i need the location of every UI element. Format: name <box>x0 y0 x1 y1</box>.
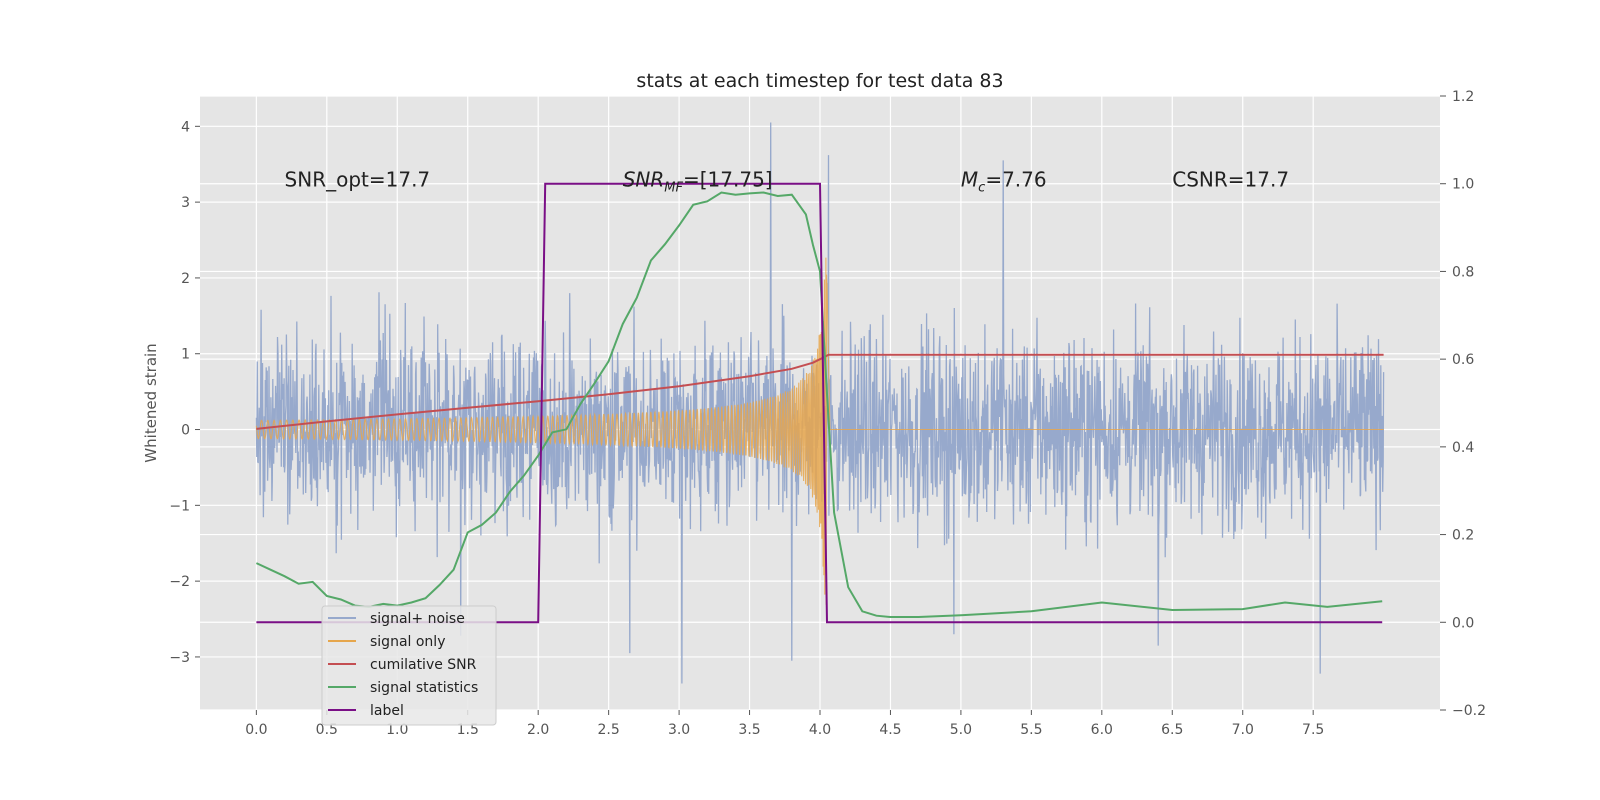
y2-tick-label: 0.2 <box>1452 528 1474 544</box>
series-cumulative-snr-line <box>256 353 1384 430</box>
y2-tick-label: 0.8 <box>1452 264 1474 280</box>
y-tick-label: 1 <box>181 347 190 363</box>
legend-box <box>321 605 497 726</box>
annotation-text: Mc=7.76 <box>961 167 1047 195</box>
y-tick-label: 4 <box>181 119 190 135</box>
x-tick-label: 7.5 <box>1302 722 1324 738</box>
x-tick-label: 0.5 <box>316 722 338 738</box>
legend-label: signal+ noise <box>370 611 465 627</box>
x-tick-label: 5.5 <box>1020 722 1042 738</box>
y2-tick-label: 0.4 <box>1452 440 1474 456</box>
series-signal-statistics-line <box>255 191 1383 618</box>
x-tick-label: 4.0 <box>809 722 831 738</box>
chart-title: stats at each timestep for test data 83 <box>636 70 1003 92</box>
annotations: SNR_opt=17.7 SNRMF=[17.75] Mc=7.76 CSNR=17.… <box>285 167 1290 195</box>
y2-tick-label: −0.2 <box>1452 703 1486 719</box>
y2-tick-label: 1.2 <box>1452 89 1474 105</box>
y-tick-label: −1 <box>169 498 190 514</box>
x-tick-label: 0.0 <box>245 722 267 738</box>
annotation-text: CSNR=17.7 <box>1172 167 1289 191</box>
axes: 0.0 0.5 1.0 1.5 2.0 2.5 3.0 3.5 4.0 4.5 5.0 5.5 6.0 6… <box>169 89 1486 738</box>
annotation-text: SNR_opt=17.7 <box>285 167 431 191</box>
x-tick-label: 3.0 <box>668 722 690 738</box>
y-axis-label: Whitened strain <box>142 343 160 462</box>
x-tick-label: 7.0 <box>1232 722 1254 738</box>
x-tick-label: 5.0 <box>950 722 972 738</box>
x-tick-label: 4.5 <box>879 722 901 738</box>
y2-tick-label: 0.0 <box>1452 615 1474 631</box>
y-tick-label: 2 <box>181 271 190 287</box>
x-tick-label: 2.0 <box>527 722 549 738</box>
legend-label: label <box>370 703 404 719</box>
y2-tick-label: 1.0 <box>1452 177 1474 193</box>
x-tick-label: 6.5 <box>1161 722 1183 738</box>
y-tick-label: 3 <box>181 195 190 211</box>
y-tick-label: −3 <box>169 650 190 666</box>
legend-label: signal statistics <box>370 680 478 696</box>
x-tick-label: 1.0 <box>386 722 408 738</box>
x-tick-label: 3.5 <box>738 722 760 738</box>
y2-tick-label: 0.6 <box>1452 352 1474 368</box>
legend-label: cumilative SNR <box>370 657 477 673</box>
annotation-text: SNRMF=[17.75] <box>623 167 773 195</box>
x-tick-label: 1.5 <box>457 722 479 738</box>
y-tick-label: 0 <box>181 423 190 439</box>
x-tick-label: 6.0 <box>1091 722 1113 738</box>
y-tick-label: −2 <box>169 574 190 590</box>
legend: signal+ noise signal only cumilative SNR si… <box>321 605 497 726</box>
legend-label: signal only <box>370 634 445 650</box>
x-tick-label: 2.5 <box>598 722 620 738</box>
